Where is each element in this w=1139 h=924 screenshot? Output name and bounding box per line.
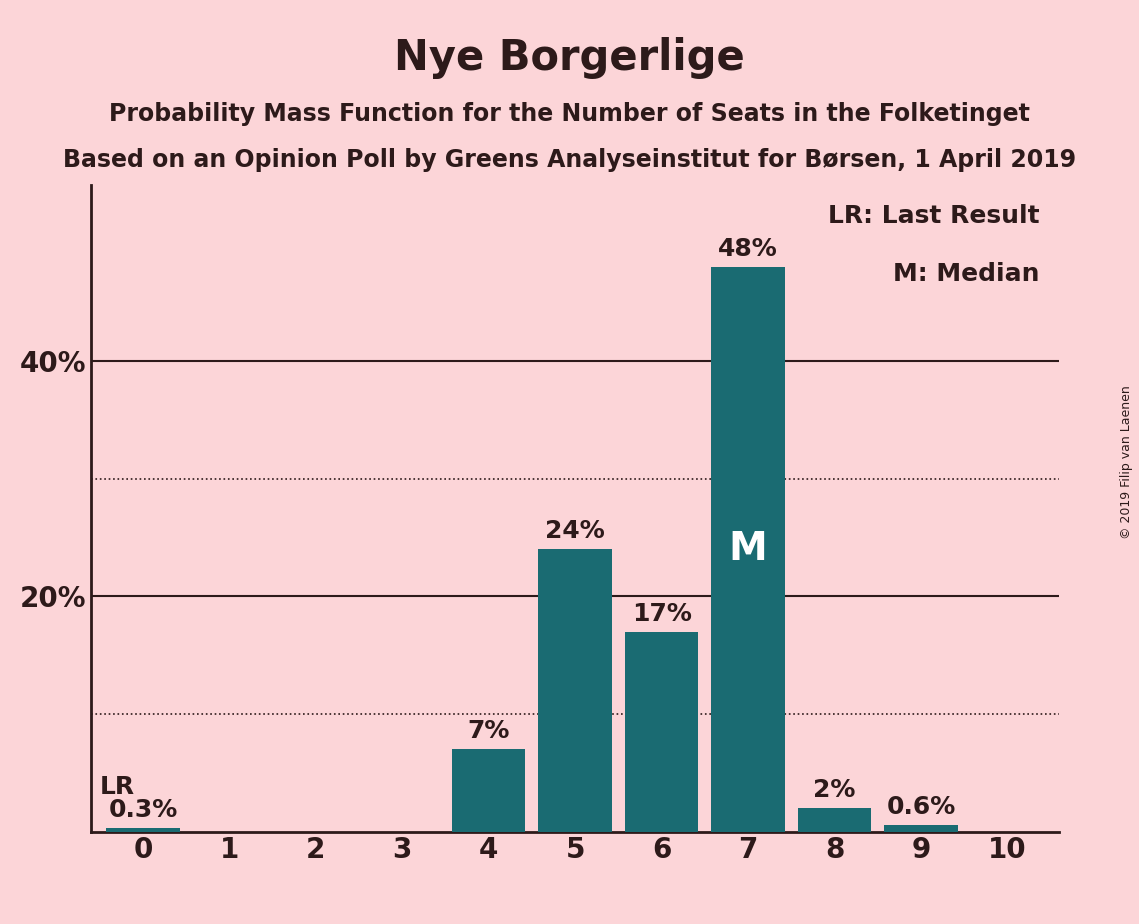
Text: LR: LR xyxy=(99,774,134,798)
Bar xyxy=(539,550,612,832)
Text: 48%: 48% xyxy=(719,237,778,261)
Text: M: Median: M: Median xyxy=(893,262,1040,286)
Text: Probability Mass Function for the Number of Seats in the Folketinget: Probability Mass Function for the Number… xyxy=(109,102,1030,126)
Bar xyxy=(712,267,785,832)
Bar xyxy=(625,632,698,832)
Bar xyxy=(884,824,958,832)
Text: 0.3%: 0.3% xyxy=(108,798,178,822)
Text: 2%: 2% xyxy=(813,778,855,802)
Bar xyxy=(106,828,180,832)
Text: M: M xyxy=(729,530,768,568)
Text: © 2019 Filip van Laenen: © 2019 Filip van Laenen xyxy=(1121,385,1133,539)
Text: 17%: 17% xyxy=(632,602,691,626)
Text: 7%: 7% xyxy=(468,720,510,744)
Text: 0.6%: 0.6% xyxy=(886,795,956,819)
Text: Nye Borgerlige: Nye Borgerlige xyxy=(394,37,745,79)
Text: LR: Last Result: LR: Last Result xyxy=(828,204,1040,228)
Text: Based on an Opinion Poll by Greens Analyseinstitut for Børsen, 1 April 2019: Based on an Opinion Poll by Greens Analy… xyxy=(63,148,1076,172)
Bar xyxy=(452,749,525,832)
Text: 24%: 24% xyxy=(546,519,605,543)
Bar xyxy=(797,808,871,832)
